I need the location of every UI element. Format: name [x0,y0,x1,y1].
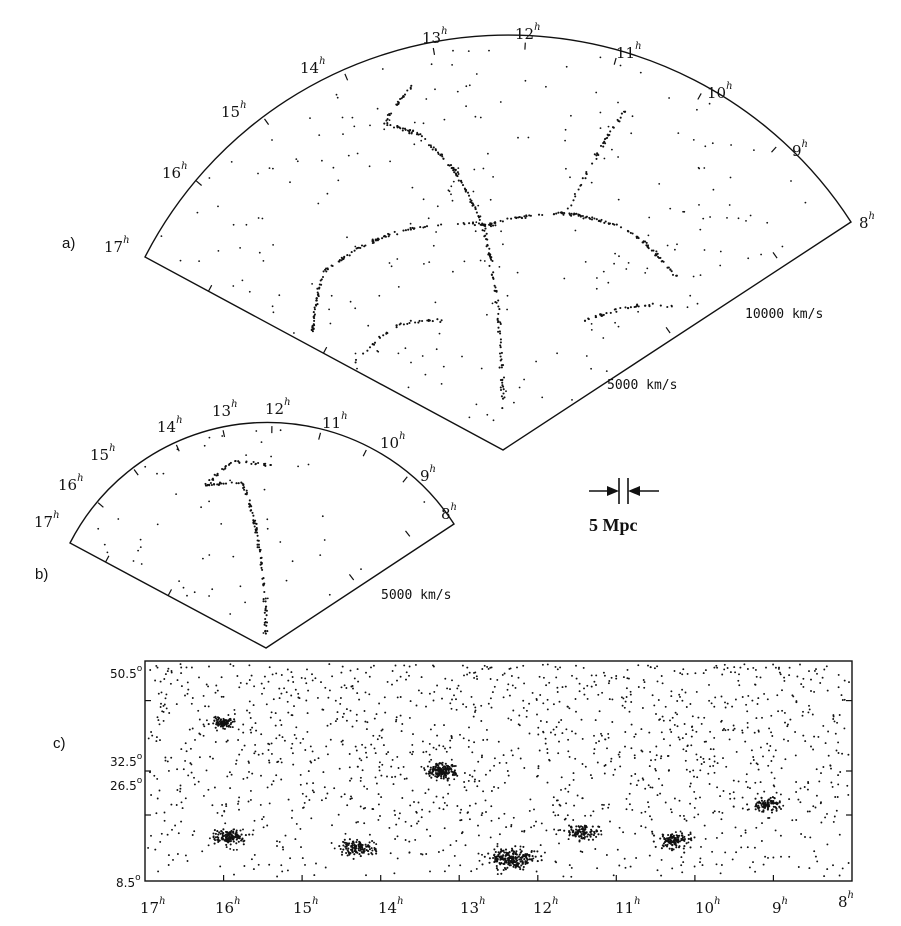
panel-c-hour-9: 9h [772,896,788,917]
panel-b-hour-15: 15h [90,443,116,464]
panel-b-hour-9: 9h [420,464,436,485]
scale-bar: 5 Mpc [589,478,659,535]
panel-b-galaxies [97,429,426,635]
panel-c-dec-32-5: 32.5o [110,752,143,769]
panel-c-hour-17: 17h [140,896,166,917]
panel-c-dec-8-5: 8.5o [116,873,141,890]
panel-b-velocity-5000: 5000 km/s [381,588,451,603]
panel-a-wedge [144,34,852,451]
panel-c-dec-50-5: 50.5o [110,664,143,681]
panel-c-hour-10: 10h [695,896,721,917]
panel-c-labels: c) 50.5o 32.5o 26.5o 8.5o 17h 16h 15h 14… [53,664,854,917]
panel-b-hour-13: 13h [212,399,238,420]
panel-b-hour-10: 10h [380,431,406,452]
panel-c-hour-12: 12h [533,896,559,917]
panel-c-label: c) [53,735,66,752]
panel-a-hour-15: 15h [221,100,247,121]
panel-c-hour-8: 8h [838,890,854,911]
panel-c-frame [144,660,853,882]
panel-a-hour-17: 17h [104,235,130,256]
panel-b-ticks [97,426,411,596]
panel-a-ticks [195,42,778,354]
panel-b-labels: b) 17h 16h 15h 14h 13h 12h 11h 10h 9h 8h… [34,397,457,603]
panel-a-hour-10: 10h [707,81,733,102]
panel-a-hour-9: 9h [792,139,808,160]
panel-b-wedge [69,421,455,649]
panel-b-outline [69,421,455,649]
panel-c-hour-15: 15h [293,896,319,917]
panel-a-hour-13: 13h [422,26,448,47]
panel-c-hour-11: 11h [615,896,641,917]
panel-c-hour-16: 16h [215,896,241,917]
panel-b-hour-14: 14h [157,415,183,436]
panel-c-galaxies [147,663,850,878]
panel-b-hour-8: 8h [441,502,457,523]
panel-a-hour-11: 11h [616,41,642,62]
panel-b-label: b) [35,566,48,583]
panel-b-hour-16: 16h [58,473,84,494]
panel-c-ticks [145,699,852,881]
panel-c-map [144,660,853,882]
panel-a-hour-14: 14h [300,56,326,77]
panel-a-galaxies [160,49,807,422]
scale-bar-label: 5 Mpc [589,515,638,535]
panel-c-dec-26-5: 26.5o [110,776,143,793]
panel-a-hour-16: 16h [162,161,188,182]
panel-a-hour-8: 8h [859,211,875,232]
panel-a-labels: a) 17h 16h 15h 14h 13h 12h 11h 10h 9h 8h… [62,22,875,393]
panel-c-hour-13: 13h [460,896,486,917]
panel-a-hour-12: 12h [515,22,541,43]
panel-b-hour-11: 11h [322,411,348,432]
panel-b-hour-17: 17h [34,510,60,531]
panel-c-hour-14: 14h [378,896,404,917]
panel-a-velocity-10000: 10000 km/s [745,307,823,322]
panel-b-hour-12: 12h [265,397,291,418]
panel-a-outline [144,34,852,451]
panel-a-velocity-5000: 5000 km/s [607,378,677,393]
panel-a-label: a) [62,235,75,252]
